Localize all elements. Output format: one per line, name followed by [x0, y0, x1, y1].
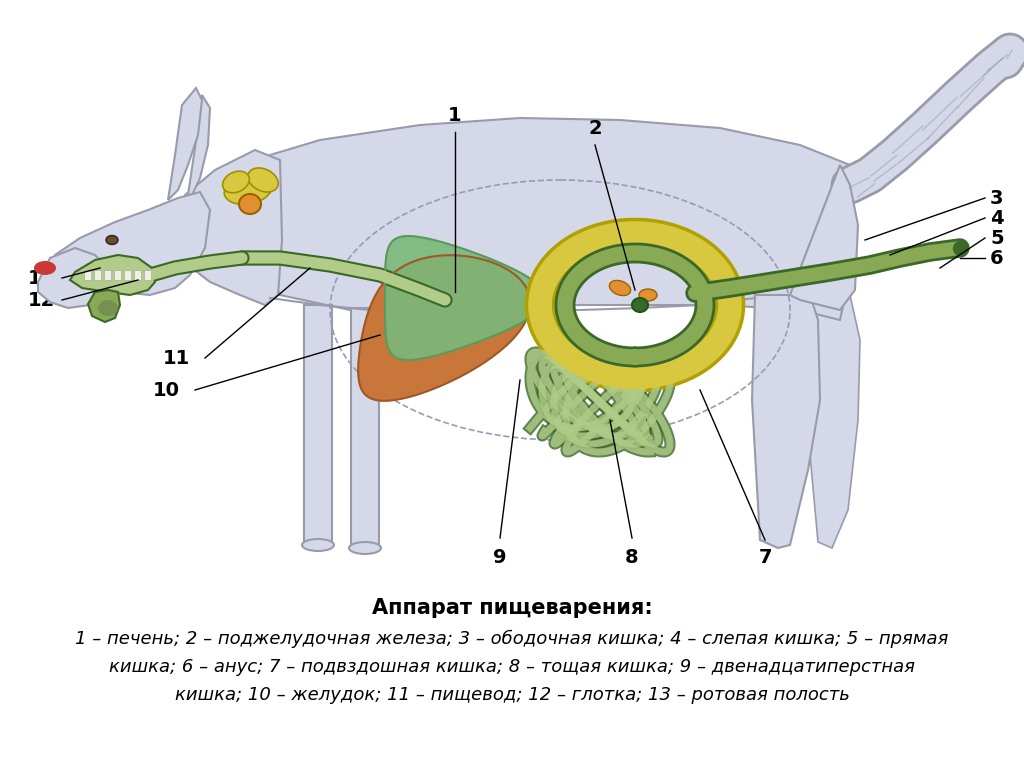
Text: 5: 5: [990, 229, 1004, 248]
Bar: [134, 270, 141, 280]
Text: 7: 7: [758, 548, 772, 567]
Bar: [114, 270, 121, 280]
Ellipse shape: [106, 235, 118, 245]
Ellipse shape: [349, 542, 381, 554]
Polygon shape: [265, 118, 855, 320]
Text: 6: 6: [990, 249, 1004, 268]
Ellipse shape: [34, 261, 56, 275]
Bar: [84, 270, 91, 280]
Polygon shape: [88, 290, 120, 322]
Ellipse shape: [248, 168, 279, 192]
Text: кишка; 6 – анус; 7 – подвздошная кишка; 8 – тощая кишка; 9 – двенадцатиперстная: кишка; 6 – анус; 7 – подвздошная кишка; …: [109, 658, 915, 676]
Text: 10: 10: [153, 380, 180, 400]
Polygon shape: [70, 255, 155, 295]
Ellipse shape: [632, 298, 648, 312]
Ellipse shape: [302, 539, 334, 551]
Ellipse shape: [224, 176, 271, 204]
Text: 2: 2: [588, 119, 602, 138]
Ellipse shape: [239, 194, 261, 214]
Text: 4: 4: [990, 209, 1004, 228]
Bar: [104, 270, 111, 280]
Polygon shape: [752, 295, 820, 548]
Ellipse shape: [222, 171, 250, 193]
Polygon shape: [351, 308, 379, 548]
Ellipse shape: [98, 300, 118, 316]
Bar: [94, 270, 101, 280]
Polygon shape: [385, 236, 545, 360]
Bar: [144, 270, 151, 280]
Text: 8: 8: [626, 548, 639, 567]
Polygon shape: [358, 255, 530, 401]
Text: 12: 12: [28, 291, 55, 310]
Polygon shape: [168, 88, 202, 200]
Text: 13: 13: [28, 268, 55, 288]
Ellipse shape: [609, 281, 631, 295]
Polygon shape: [38, 248, 110, 308]
Text: Аппарат пищеварения:: Аппарат пищеварения:: [372, 598, 652, 618]
Text: 1: 1: [449, 106, 462, 125]
Polygon shape: [185, 150, 282, 305]
Text: 11: 11: [163, 348, 190, 367]
Polygon shape: [304, 305, 332, 545]
Polygon shape: [38, 192, 210, 295]
Text: 9: 9: [494, 548, 507, 567]
Ellipse shape: [639, 289, 657, 301]
Polygon shape: [800, 295, 860, 548]
Text: 1 – печень; 2 – поджелудочная железа; 3 – ободочная кишка; 4 – слепая кишка; 5 –: 1 – печень; 2 – поджелудочная железа; 3 …: [76, 630, 948, 648]
Polygon shape: [790, 165, 858, 310]
Text: 3: 3: [990, 189, 1004, 208]
Polygon shape: [188, 95, 210, 195]
Bar: [124, 270, 131, 280]
Text: кишка; 10 – желудок; 11 – пищевод; 12 – глотка; 13 – ротовая полость: кишка; 10 – желудок; 11 – пищевод; 12 – …: [174, 686, 850, 704]
